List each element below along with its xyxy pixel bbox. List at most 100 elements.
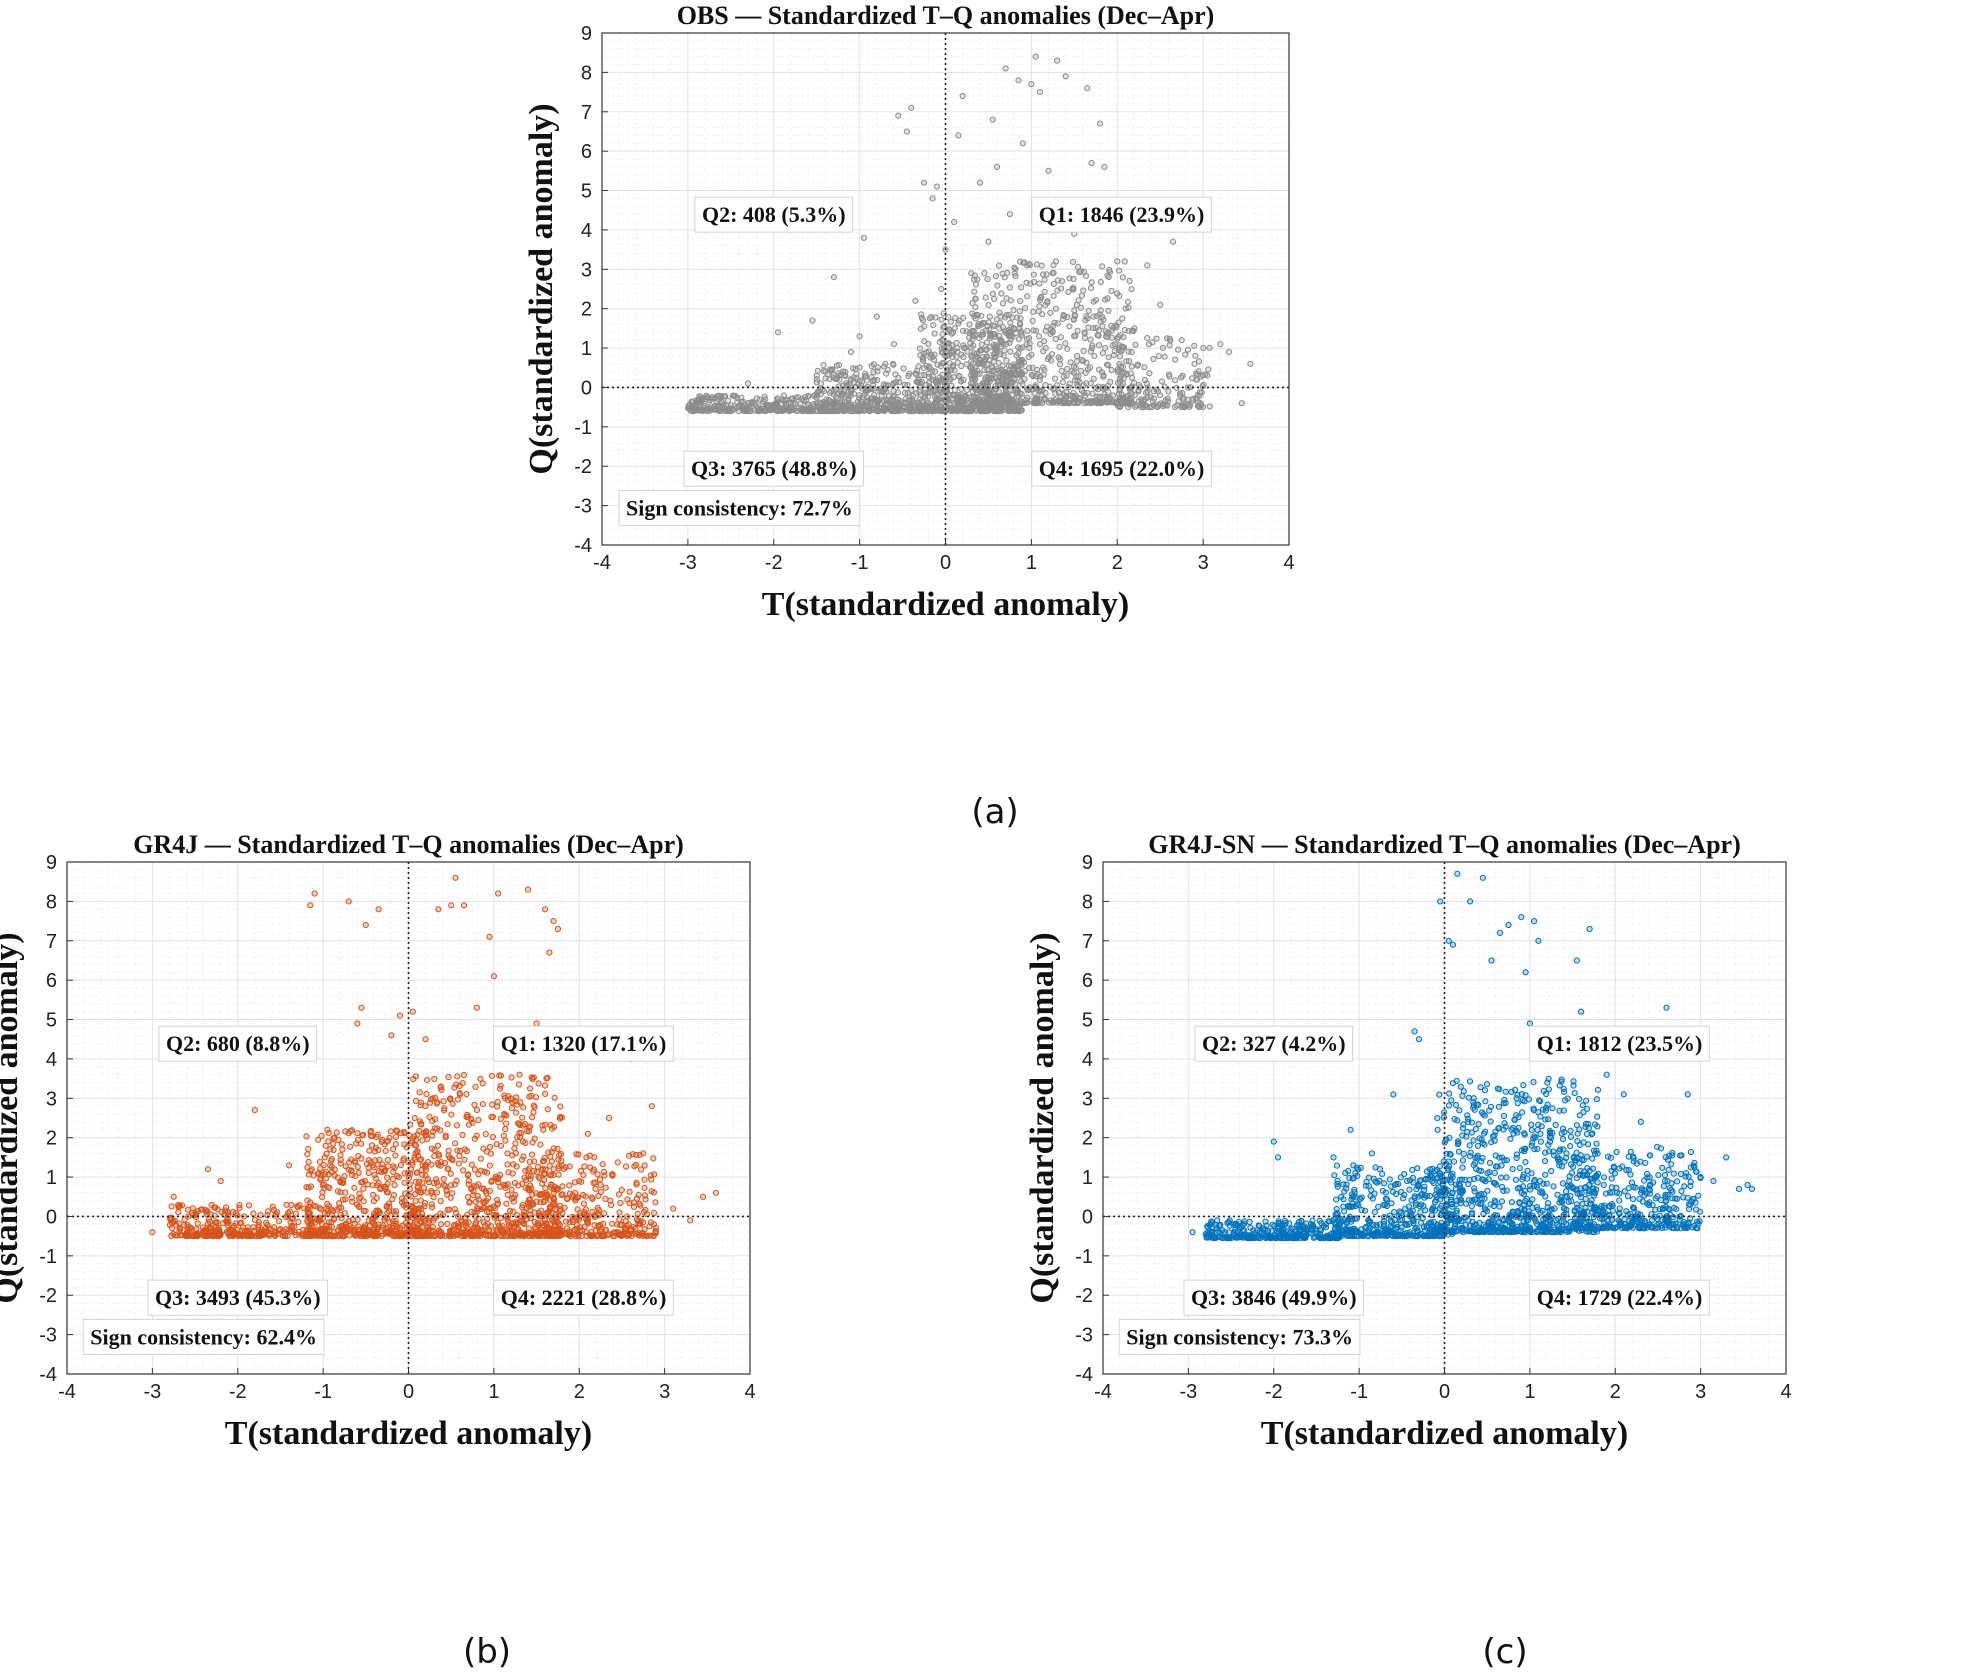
data-point (825, 397, 832, 404)
data-point (1004, 377, 1011, 384)
data-point (1002, 314, 1009, 321)
data-point (945, 340, 952, 347)
data-point (581, 1223, 588, 1230)
data-point (1013, 394, 1021, 401)
data-point (354, 1201, 361, 1208)
data-point (1052, 390, 1059, 397)
data-point (991, 400, 999, 407)
data-point (971, 373, 978, 380)
caption-b: (b) (462, 1632, 512, 1672)
data-point (385, 1224, 392, 1231)
data-point (1234, 1234, 1241, 1241)
data-point (1006, 339, 1013, 346)
data-point (244, 1224, 251, 1231)
data-point (482, 1232, 490, 1239)
data-point (1019, 344, 1026, 351)
data-point (502, 1184, 509, 1191)
data-point (527, 1176, 534, 1183)
data-point (430, 1228, 437, 1235)
data-point (1024, 293, 1031, 300)
data-point (974, 276, 981, 283)
data-point (1105, 274, 1112, 281)
data-point (1368, 1187, 1375, 1194)
data-point (508, 1186, 515, 1193)
data-point (515, 1182, 522, 1189)
data-point (461, 1233, 469, 1240)
data-point (600, 1168, 608, 1175)
data-points (685, 53, 1254, 415)
data-point (969, 388, 976, 395)
data-point (453, 1122, 460, 1129)
data-point (524, 1127, 531, 1135)
data-point (919, 398, 926, 405)
data-point (419, 1232, 427, 1240)
data-point (224, 1219, 231, 1226)
y-axis-label: Q(standardized anomaly) (523, 103, 560, 474)
data-point (915, 363, 922, 370)
data-point (1052, 335, 1059, 343)
data-point (559, 1210, 566, 1217)
data-point (512, 1098, 519, 1105)
data-point (623, 1231, 631, 1238)
data-point (958, 351, 965, 358)
quadrant-q3-label: Q3: 3493 (45.3%) (147, 1279, 329, 1316)
data-point (307, 902, 314, 909)
data-point (1191, 360, 1198, 367)
data-point (517, 1099, 524, 1106)
data-point (1131, 392, 1138, 399)
data-point (206, 1218, 213, 1225)
data-point (704, 407, 711, 414)
data-point (1196, 403, 1203, 411)
data-point (508, 1074, 515, 1081)
data-point (1161, 383, 1168, 390)
data-point (451, 1206, 458, 1213)
caption-a: (a) (971, 792, 1019, 832)
data-point (461, 1156, 468, 1163)
data-point (989, 116, 996, 123)
data-point (820, 362, 827, 369)
y-tick-label: 9 (581, 23, 592, 45)
data-point (960, 314, 967, 321)
data-point (1127, 370, 1135, 377)
data-point (360, 1185, 367, 1192)
data-point (640, 1150, 647, 1157)
data-point (382, 1183, 389, 1190)
data-point (1045, 167, 1052, 174)
data-point (1024, 394, 1031, 401)
data-point (1146, 370, 1153, 377)
data-point (1021, 375, 1028, 383)
data-point (1275, 1220, 1282, 1227)
data-point (1080, 287, 1087, 294)
data-point (895, 112, 902, 119)
data-point (794, 407, 801, 415)
data-point (1009, 314, 1016, 321)
data-point (1032, 382, 1039, 389)
data-point (149, 1229, 156, 1236)
data-point (295, 1218, 302, 1226)
x-tick-label: -3 (143, 1381, 161, 1403)
data-point (414, 1184, 421, 1191)
data-point (383, 1203, 390, 1210)
data-point (718, 399, 725, 406)
data-point (1000, 407, 1007, 414)
data-point (296, 1231, 303, 1238)
data-point (952, 314, 959, 321)
data-point (921, 394, 929, 401)
data-point (652, 1199, 659, 1206)
data-point (440, 1181, 447, 1188)
data-point (481, 1199, 488, 1206)
data-point (981, 270, 988, 277)
data-point (1131, 379, 1138, 387)
data-point (520, 1232, 527, 1240)
data-point (375, 1168, 382, 1175)
data-point (383, 1188, 390, 1196)
data-point (550, 918, 557, 925)
data-point (1204, 372, 1211, 379)
data-point (444, 1121, 451, 1128)
data-point (465, 1171, 472, 1178)
data-point (1010, 306, 1017, 314)
data-point (945, 378, 952, 385)
data-point (592, 1185, 599, 1192)
data-point (250, 1224, 257, 1231)
data-point (1019, 370, 1026, 377)
